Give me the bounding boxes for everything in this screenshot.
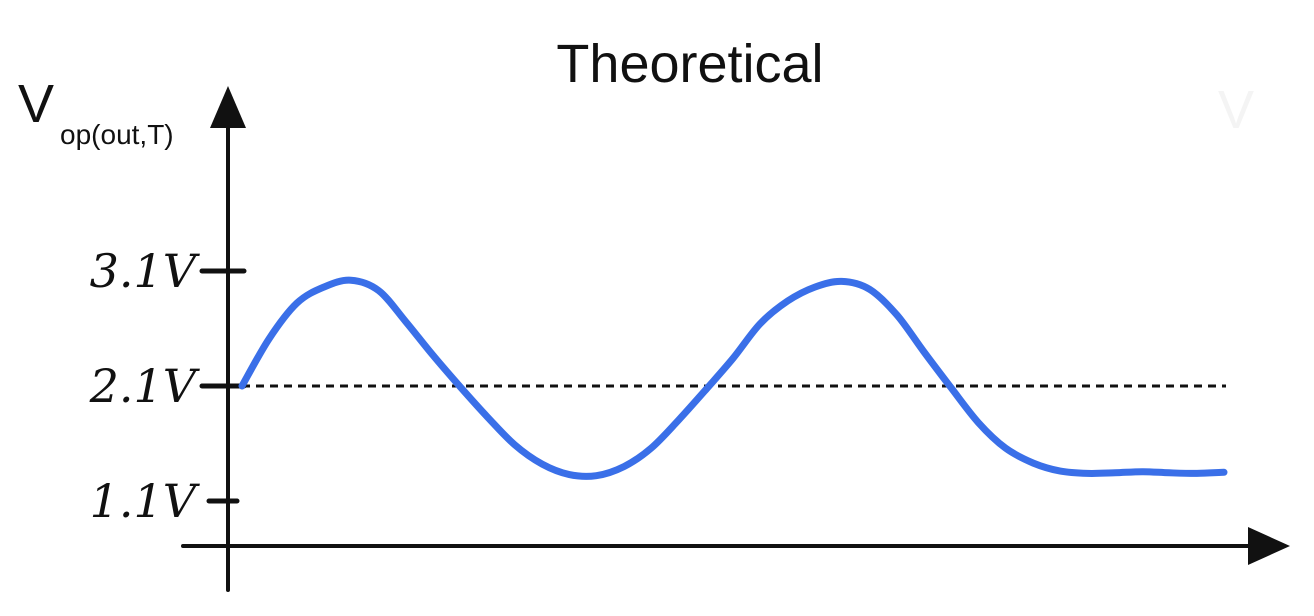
y-axis-label: V op(out,T) (18, 74, 174, 150)
ghost-label: V (1218, 80, 1254, 140)
y-axis-label-main: V (18, 74, 54, 134)
y-tick-label: 3.1V (90, 244, 201, 298)
y-ticks: 3.1V 2.1V 1.1V (89, 244, 247, 528)
y-axis-arrowhead (210, 86, 246, 128)
y-tick-label: 1.1V (90, 474, 201, 528)
series-layer (238, 276, 1228, 480)
x-axis-arrowhead (1248, 527, 1290, 565)
chart-title: Theoretical (556, 34, 823, 94)
y-axis-label-subscript: op(out,T) (60, 119, 174, 150)
y-tick-label: 2.1V (89, 359, 201, 413)
series-line-output (238, 276, 1228, 480)
